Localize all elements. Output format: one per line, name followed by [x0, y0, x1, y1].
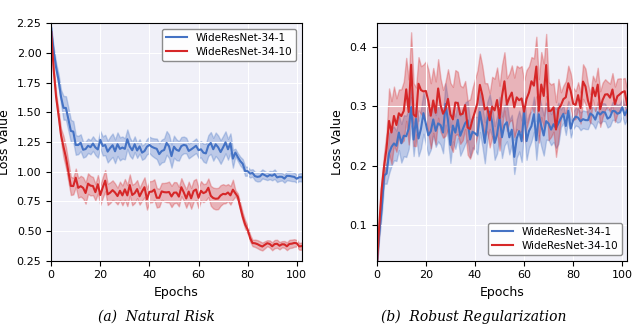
Line: WideResNet-34-1: WideResNet-34-1 — [51, 29, 301, 179]
Line: WideResNet-34-10: WideResNet-34-10 — [377, 65, 627, 267]
Y-axis label: Loss Value: Loss Value — [331, 109, 344, 175]
WideResNet-34-1 — [442, 102, 449, 106]
WideResNet-34-10 — [596, 107, 604, 111]
Y-axis label: Loss Value: Loss Value — [0, 109, 11, 175]
Text: (b)  Robust Regularization: (b) Robust Regularization — [381, 309, 566, 324]
WideResNet-34-1 — [609, 109, 616, 113]
WideResNet-34-1 — [604, 117, 611, 121]
WideResNet-34-1 — [273, 175, 281, 179]
Text: (a)  Natural Risk: (a) Natural Risk — [99, 310, 215, 324]
Legend: WideResNet-34-1, WideResNet-34-10: WideResNet-34-1, WideResNet-34-10 — [163, 29, 296, 61]
WideResNet-34-10 — [271, 242, 278, 246]
WideResNet-34-10 — [601, 93, 609, 97]
Line: WideResNet-34-1: WideResNet-34-1 — [377, 104, 627, 266]
WideResNet-34-1 — [623, 108, 631, 112]
WideResNet-34-1 — [298, 175, 305, 179]
WideResNet-34-10 — [520, 110, 528, 114]
WideResNet-34-10 — [444, 97, 452, 101]
WideResNet-34-10 — [609, 88, 616, 92]
WideResNet-34-10 — [373, 265, 381, 269]
X-axis label: Epochs: Epochs — [479, 286, 524, 299]
WideResNet-34-10 — [259, 244, 266, 248]
WideResNet-34-1 — [276, 175, 284, 179]
Line: WideResNet-34-10: WideResNet-34-10 — [51, 32, 301, 246]
WideResNet-34-10 — [276, 244, 284, 248]
WideResNet-34-1 — [268, 174, 276, 178]
WideResNet-34-1 — [520, 110, 528, 114]
WideResNet-34-1 — [601, 111, 609, 115]
WideResNet-34-10 — [283, 244, 291, 248]
WideResNet-34-1 — [47, 27, 55, 31]
X-axis label: Epochs: Epochs — [154, 286, 199, 299]
WideResNet-34-1 — [280, 177, 288, 181]
WideResNet-34-1 — [116, 147, 124, 151]
Legend: WideResNet-34-1, WideResNet-34-10: WideResNet-34-1, WideResNet-34-10 — [488, 223, 622, 255]
WideResNet-34-10 — [623, 103, 631, 107]
WideResNet-34-10 — [604, 92, 611, 96]
WideResNet-34-1 — [444, 118, 452, 122]
WideResNet-34-10 — [116, 189, 124, 193]
WideResNet-34-1 — [293, 177, 301, 181]
WideResNet-34-1 — [596, 113, 604, 117]
WideResNet-34-10 — [192, 187, 200, 191]
WideResNet-34-10 — [298, 244, 305, 248]
WideResNet-34-10 — [47, 30, 55, 34]
WideResNet-34-10 — [407, 63, 415, 67]
WideResNet-34-1 — [192, 144, 200, 148]
WideResNet-34-10 — [278, 242, 286, 246]
WideResNet-34-1 — [373, 264, 381, 268]
